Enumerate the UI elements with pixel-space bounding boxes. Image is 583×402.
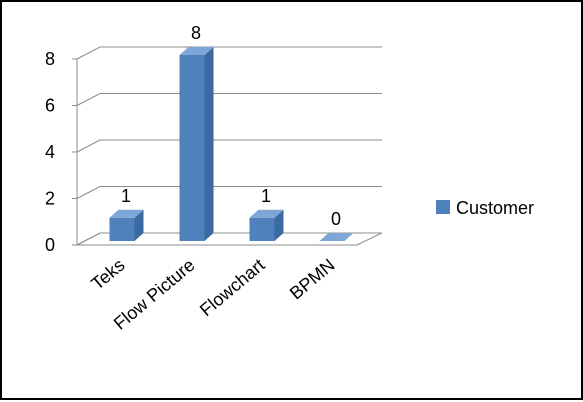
y-tick-label: 8 — [45, 49, 55, 69]
x-tick-label: Teks — [87, 255, 128, 294]
y-tick-label: 2 — [45, 189, 55, 209]
gridline — [76, 46, 382, 60]
legend-label: Customer — [456, 198, 534, 218]
bar-side — [134, 209, 144, 241]
bar-front — [109, 217, 135, 241]
x-tick-label: BPMN — [286, 255, 339, 304]
x-tick-label: Flowchart — [196, 255, 269, 320]
bar — [249, 209, 284, 241]
gridline — [76, 139, 382, 153]
bar — [109, 209, 144, 241]
bar-front — [249, 217, 275, 241]
bar-front — [179, 55, 205, 241]
axes — [72, 58, 383, 246]
bar-top — [179, 47, 214, 55]
y-tick-label: 6 — [45, 96, 55, 116]
bars — [109, 47, 354, 241]
y-tick-labels: 0 2 4 6 8 — [45, 49, 55, 255]
bar-top — [109, 209, 144, 218]
bar-top — [319, 233, 354, 241]
y-tick-label: 4 — [45, 142, 55, 162]
bar-top — [249, 209, 284, 218]
data-label: 1 — [261, 186, 271, 206]
bar — [179, 47, 214, 241]
y-tick-label: 0 — [45, 235, 55, 255]
data-label: 8 — [191, 23, 201, 43]
data-label: 0 — [331, 209, 341, 229]
gridline — [76, 93, 382, 106]
floor — [76, 232, 383, 246]
bar — [319, 233, 354, 241]
gridline — [76, 186, 382, 199]
legend: Customer — [436, 198, 534, 218]
legend-swatch — [436, 200, 450, 214]
bar-side — [274, 209, 284, 241]
data-label: 1 — [121, 186, 131, 206]
bar-side — [204, 47, 214, 241]
